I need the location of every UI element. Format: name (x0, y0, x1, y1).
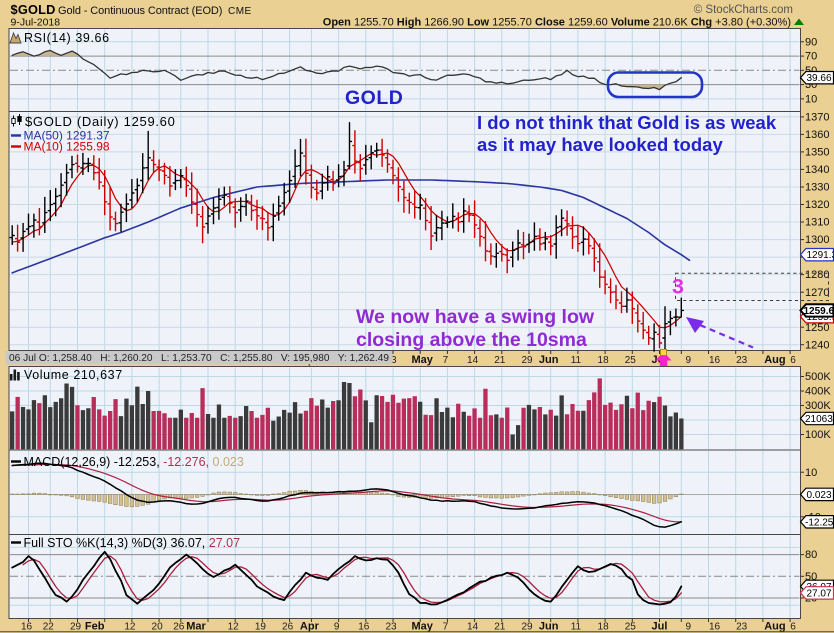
svg-text:$GOLD: $GOLD (11, 2, 56, 17)
svg-text:Jun: Jun (539, 354, 559, 366)
svg-text:25: 25 (625, 622, 637, 633)
svg-text:1370: 1370 (805, 112, 829, 124)
svg-text:1310: 1310 (805, 217, 829, 229)
svg-text:70: 70 (805, 51, 817, 63)
svg-text:Jul: Jul (652, 621, 668, 633)
svg-text:29: 29 (521, 622, 533, 633)
svg-text:1360: 1360 (805, 129, 829, 141)
svg-text:39.66: 39.66 (807, 73, 832, 84)
svg-text:14: 14 (467, 622, 479, 633)
svg-text:6: 6 (790, 355, 796, 366)
svg-text:23: 23 (385, 622, 397, 633)
svg-text:1340: 1340 (805, 164, 829, 176)
svg-text:29: 29 (70, 622, 82, 633)
svg-text:18: 18 (598, 355, 610, 366)
svg-text:May: May (411, 354, 433, 366)
svg-text:19: 19 (255, 622, 267, 633)
svg-text:29: 29 (521, 355, 533, 366)
svg-text:1300: 1300 (805, 234, 829, 246)
svg-text:0.023: 0.023 (807, 490, 832, 501)
svg-text:7: 7 (443, 622, 449, 633)
svg-text:Aug: Aug (764, 621, 785, 633)
svg-text:1330: 1330 (805, 182, 829, 194)
svg-text:1259.6: 1259.6 (804, 306, 834, 317)
svg-text:I do not think that Gold is as: I do not think that Gold is as weak (477, 112, 777, 133)
svg-text:06 Jul O: 1,258.40 H: 1,260.: 06 Jul O: 1,258.40 H: 1,260.20 L: 1,253.… (9, 352, 389, 364)
svg-text:9: 9 (686, 622, 692, 633)
svg-text:6: 6 (790, 622, 796, 633)
svg-text:16: 16 (358, 622, 370, 633)
svg-text:9: 9 (334, 622, 340, 633)
svg-text:16: 16 (709, 355, 721, 366)
svg-text:1280: 1280 (805, 269, 829, 281)
svg-text:Volume 210,637: Volume 210,637 (24, 368, 123, 382)
svg-text:© StockCharts.com: © StockCharts.com (694, 4, 793, 16)
svg-text:11: 11 (571, 622, 582, 633)
svg-text:Aug: Aug (764, 354, 785, 366)
svg-text:Gold - Continuous Contract (EO: Gold - Continuous Contract (EOD) (58, 5, 222, 17)
svg-text:210637: 210637 (805, 414, 834, 425)
svg-text:500K: 500K (805, 371, 831, 383)
svg-text:18: 18 (598, 622, 610, 633)
svg-text:26: 26 (282, 622, 294, 633)
svg-text:10: 10 (805, 467, 817, 479)
svg-text:3: 3 (672, 275, 684, 299)
svg-text:as it may have looked today: as it may have looked today (477, 134, 723, 155)
svg-text:16: 16 (709, 622, 721, 633)
svg-text:90: 90 (805, 36, 817, 48)
svg-text:RSI(14) 39.66: RSI(14) 39.66 (24, 31, 110, 45)
svg-text:Mar: Mar (186, 621, 206, 633)
svg-text:Feb: Feb (85, 621, 105, 633)
svg-text:closing above the 10sma: closing above the 10sma (356, 329, 587, 351)
svg-text:21: 21 (494, 355, 506, 366)
svg-text:100K: 100K (805, 429, 831, 441)
svg-text:1350: 1350 (805, 147, 829, 159)
svg-text:400K: 400K (805, 386, 831, 398)
svg-text:300K: 300K (805, 400, 831, 412)
svg-text:$GOLD (Daily) 1259.60: $GOLD (Daily) 1259.60 (25, 114, 176, 129)
svg-text:25: 25 (625, 355, 637, 366)
svg-text:MACD(12,26,9) -12.253, -12.276: MACD(12,26,9) -12.253, -12.276, 0.023 (24, 455, 244, 469)
svg-text:Open 1255.70 High 1266.90 Low: Open 1255.70 High 1266.90 Low 1255.70 Cl… (323, 17, 791, 29)
svg-text:9-Jul-2018: 9-Jul-2018 (11, 17, 61, 29)
svg-text:21: 21 (494, 622, 506, 633)
svg-text:12: 12 (124, 622, 136, 633)
svg-text:GOLD: GOLD (345, 87, 403, 109)
svg-text:80: 80 (805, 549, 817, 561)
svg-text:27.07: 27.07 (807, 588, 832, 599)
svg-text:1320: 1320 (805, 199, 829, 211)
svg-text:Apr: Apr (300, 621, 320, 633)
svg-text:1250: 1250 (805, 322, 829, 334)
svg-text:1270: 1270 (805, 287, 829, 299)
svg-text:22: 22 (43, 622, 55, 633)
svg-text:26: 26 (173, 622, 185, 633)
svg-text:10: 10 (805, 94, 817, 106)
svg-text:23: 23 (736, 355, 748, 366)
svg-text:Full STO %K(14,3) %D(3) 36.07,: Full STO %K(14,3) %D(3) 36.07, 27.07 (24, 536, 241, 550)
svg-text:9: 9 (686, 355, 692, 366)
svg-text:1255.9: 1255.9 (807, 312, 834, 323)
svg-text:May: May (411, 621, 433, 633)
svg-text:CME: CME (228, 6, 252, 17)
svg-text:1240: 1240 (805, 339, 829, 351)
svg-text:16: 16 (21, 622, 33, 633)
svg-text:Jun: Jun (539, 621, 559, 633)
svg-text:MA(10) 1255.98: MA(10) 1255.98 (24, 140, 110, 154)
svg-text:-12.253: -12.253 (805, 517, 834, 528)
svg-text:1291.3: 1291.3 (807, 250, 834, 261)
svg-text:20: 20 (152, 622, 164, 633)
svg-text:14: 14 (467, 355, 479, 366)
svg-text:We now have a swing low: We now have a swing low (356, 306, 595, 328)
svg-text:12: 12 (228, 622, 240, 633)
svg-text:23: 23 (736, 622, 748, 633)
svg-text:7: 7 (443, 355, 449, 366)
svg-text:11: 11 (571, 355, 582, 366)
svg-text:MA(50) 1291.37: MA(50) 1291.37 (24, 129, 110, 143)
